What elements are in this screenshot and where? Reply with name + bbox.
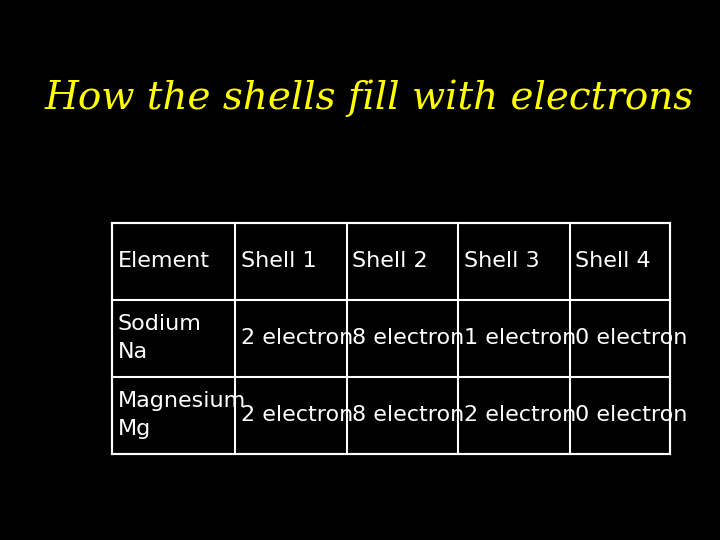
Text: 1 electron: 1 electron — [464, 328, 576, 348]
Text: Shell 3: Shell 3 — [464, 251, 539, 271]
Text: 2 electron: 2 electron — [240, 328, 353, 348]
Text: 8 electron: 8 electron — [352, 405, 464, 425]
Text: 2 electron: 2 electron — [464, 405, 576, 425]
Text: Sodium
Na: Sodium Na — [118, 314, 202, 362]
Text: Shell 1: Shell 1 — [240, 251, 316, 271]
Text: Element: Element — [118, 251, 210, 271]
Text: 2 electron: 2 electron — [240, 405, 353, 425]
Text: Magnesium
Mg: Magnesium Mg — [118, 391, 246, 439]
Text: Shell 2: Shell 2 — [352, 251, 428, 271]
Text: 0 electron: 0 electron — [575, 328, 688, 348]
Text: 8 electron: 8 electron — [352, 328, 464, 348]
Text: Shell 4: Shell 4 — [575, 251, 651, 271]
Text: How the shells fill with electrons: How the shells fill with electrons — [45, 79, 693, 117]
Text: 0 electron: 0 electron — [575, 405, 688, 425]
